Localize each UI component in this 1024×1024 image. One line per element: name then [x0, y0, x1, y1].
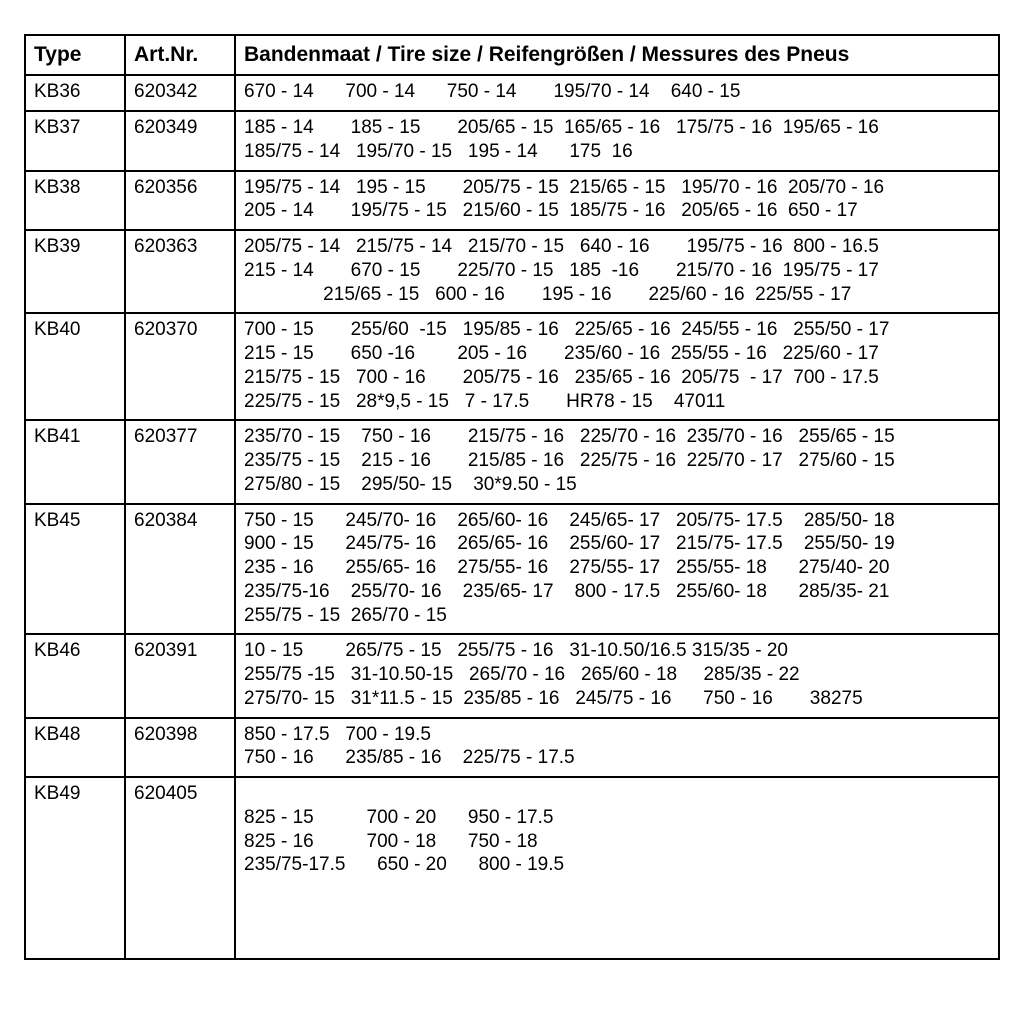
table-header-row: Type Art.Nr. Bandenmaat / Tire size / Re…: [25, 35, 999, 75]
cell-tire-sizes: 205/75 - 14 215/75 - 14 215/70 - 15 640 …: [235, 230, 999, 313]
cell-art-nr: 620363: [125, 230, 235, 313]
cell-tire-sizes: 670 - 14 700 - 14 750 - 14 195/70 - 14 6…: [235, 75, 999, 111]
table-row: KB36620342670 - 14 700 - 14 750 - 14 195…: [25, 75, 999, 111]
table-body: KB36620342670 - 14 700 - 14 750 - 14 195…: [25, 75, 999, 959]
table-row: KB41620377235/70 - 15 750 - 16 215/75 - …: [25, 420, 999, 503]
table-row: KB45620384750 - 15 245/70- 16 265/60- 16…: [25, 504, 999, 635]
cell-art-nr: 620370: [125, 313, 235, 420]
cell-type: KB46: [25, 634, 125, 717]
cell-art-nr: 620377: [125, 420, 235, 503]
cell-type: KB49: [25, 777, 125, 959]
col-header-type: Type: [25, 35, 125, 75]
cell-tire-sizes: 195/75 - 14 195 - 15 205/75 - 15 215/65 …: [235, 171, 999, 231]
table-row: KB49620405 825 - 15 700 - 20 950 - 17.5 …: [25, 777, 999, 959]
col-header-art: Art.Nr.: [125, 35, 235, 75]
cell-tire-sizes: 825 - 15 700 - 20 950 - 17.5 825 - 16 70…: [235, 777, 999, 959]
cell-type: KB40: [25, 313, 125, 420]
table-row: KB48620398850 - 17.5 700 - 19.5 750 - 16…: [25, 718, 999, 778]
tire-size-sheet: Type Art.Nr. Bandenmaat / Tire size / Re…: [0, 0, 1024, 1024]
cell-type: KB45: [25, 504, 125, 635]
cell-type: KB39: [25, 230, 125, 313]
cell-art-nr: 620349: [125, 111, 235, 171]
cell-art-nr: 620342: [125, 75, 235, 111]
cell-type: KB36: [25, 75, 125, 111]
col-header-sizes: Bandenmaat / Tire size / Reifengrößen / …: [235, 35, 999, 75]
cell-art-nr: 620356: [125, 171, 235, 231]
cell-art-nr: 620398: [125, 718, 235, 778]
cell-type: KB48: [25, 718, 125, 778]
table-row: KB39620363205/75 - 14 215/75 - 14 215/70…: [25, 230, 999, 313]
cell-art-nr: 620405: [125, 777, 235, 959]
table-row: KB40620370700 - 15 255/60 -15 195/85 - 1…: [25, 313, 999, 420]
cell-tire-sizes: 185 - 14 185 - 15 205/65 - 15 165/65 - 1…: [235, 111, 999, 171]
tire-size-table: Type Art.Nr. Bandenmaat / Tire size / Re…: [24, 34, 1000, 960]
cell-tire-sizes: 700 - 15 255/60 -15 195/85 - 16 225/65 -…: [235, 313, 999, 420]
cell-type: KB41: [25, 420, 125, 503]
table-row: KB37620349185 - 14 185 - 15 205/65 - 15 …: [25, 111, 999, 171]
cell-art-nr: 620391: [125, 634, 235, 717]
cell-tire-sizes: 235/70 - 15 750 - 16 215/75 - 16 225/70 …: [235, 420, 999, 503]
cell-tire-sizes: 10 - 15 265/75 - 15 255/75 - 16 31-10.50…: [235, 634, 999, 717]
cell-art-nr: 620384: [125, 504, 235, 635]
cell-tire-sizes: 750 - 15 245/70- 16 265/60- 16 245/65- 1…: [235, 504, 999, 635]
cell-type: KB37: [25, 111, 125, 171]
cell-type: KB38: [25, 171, 125, 231]
table-row: KB4662039110 - 15 265/75 - 15 255/75 - 1…: [25, 634, 999, 717]
table-row: KB38620356195/75 - 14 195 - 15 205/75 - …: [25, 171, 999, 231]
cell-tire-sizes: 850 - 17.5 700 - 19.5 750 - 16 235/85 - …: [235, 718, 999, 778]
